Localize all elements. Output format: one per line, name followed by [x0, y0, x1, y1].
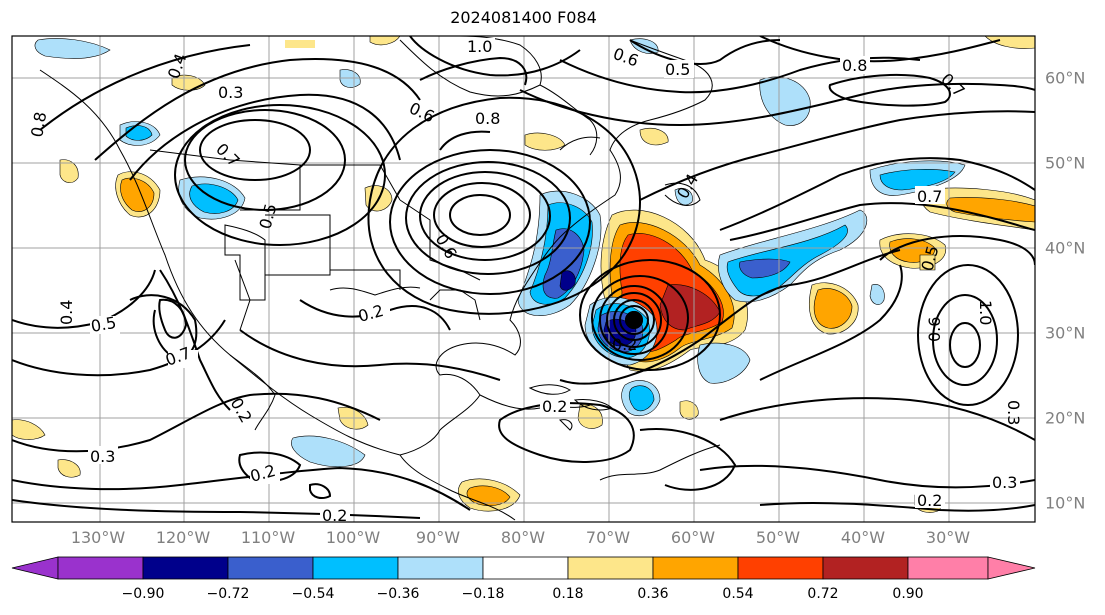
- longitude-label: 50°W: [755, 528, 801, 547]
- contour-label: 0.5: [89, 313, 117, 336]
- contour-label: 0.7: [212, 139, 243, 170]
- contour-label: 0.6: [432, 231, 461, 263]
- contour-label: 1.0: [467, 37, 492, 56]
- contour-label: 0.3: [90, 447, 115, 466]
- longitude-label: 110°W: [240, 528, 296, 547]
- longitude-label: 30°W: [925, 528, 971, 547]
- latitude-label: 60°N: [1045, 68, 1086, 88]
- contour-label: 0.5: [665, 60, 690, 79]
- contour-label: 0.8: [475, 109, 500, 128]
- contour-label: 0.7: [917, 187, 942, 206]
- longitude-label: 40°W: [840, 528, 886, 547]
- colorbar-tick-label: −0.54: [291, 586, 335, 602]
- longitude-label: 60°W: [670, 528, 716, 547]
- colorbar-tick-label: 0.36: [637, 586, 669, 602]
- longitude-label: 100°W: [325, 528, 381, 547]
- contour-label: 0.2: [612, 335, 637, 354]
- longitude-label: 90°W: [415, 528, 461, 547]
- longitude-label: 70°W: [585, 528, 631, 547]
- latitude-label: 30°N: [1045, 323, 1086, 343]
- contour-label: 0.2: [322, 506, 347, 525]
- longitude-label: 130°W: [70, 528, 126, 547]
- anomaly-fill: [12, 36, 1035, 513]
- contour-label: 0.3: [1004, 400, 1023, 425]
- colorbar-tick-label: −0.72: [206, 586, 250, 602]
- contour-label: 0.4: [57, 300, 76, 325]
- graticule: [12, 36, 1035, 522]
- contour-label: 0.2: [917, 491, 942, 510]
- latitude-label: 20°N: [1045, 408, 1086, 428]
- colorbar-tick-label: −0.90: [121, 586, 165, 602]
- contour-label: 0.2: [542, 397, 567, 416]
- contour-label: 0.5: [256, 202, 281, 232]
- colorbar: [11, 556, 1036, 580]
- colorbar-tick-label: 0.18: [552, 586, 584, 602]
- contour-lines: [12, 36, 1035, 519]
- storm-center-marker: [625, 311, 643, 329]
- latitude-label: 10°N: [1045, 493, 1086, 513]
- contour-label: 0.3: [218, 83, 243, 102]
- chart-title: 2024081400 F084: [450, 8, 597, 27]
- plot-frame: [11, 35, 1036, 523]
- longitude-label: 80°W: [500, 528, 546, 547]
- longitude-label: 120°W: [155, 528, 211, 547]
- colorbar-tick-label: −0.18: [461, 586, 505, 602]
- colorbar-tick-label: 0.90: [892, 586, 924, 602]
- contour-label: 0.3: [992, 473, 1017, 492]
- contour-label: 0.8: [27, 110, 50, 138]
- colorbar-tick-label: 0.72: [807, 586, 839, 602]
- contour-label: 0.7: [937, 69, 968, 100]
- contour-label: 0.6: [925, 317, 944, 342]
- latitude-label: 50°N: [1045, 153, 1086, 173]
- contour-label: 0.8: [842, 56, 867, 75]
- contour-label: 0.6: [406, 98, 437, 126]
- colorbar-tick-label: −0.36: [376, 586, 420, 602]
- latitude-label: 40°N: [1045, 238, 1086, 258]
- colorbar-tick-label: 0.54: [722, 586, 754, 602]
- contour-label: 1.0: [976, 300, 995, 325]
